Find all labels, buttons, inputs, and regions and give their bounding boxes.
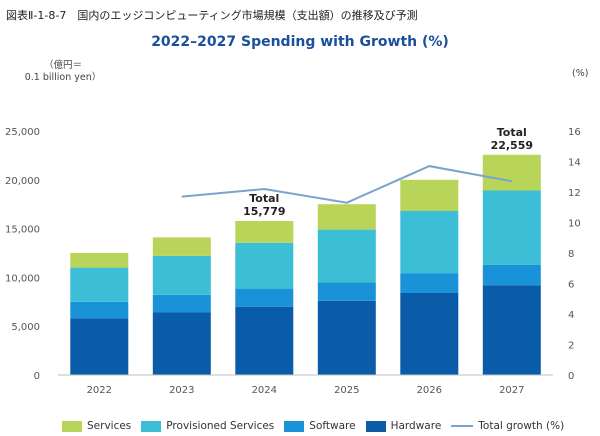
annotation-total-value-2024: 15,779 xyxy=(243,205,285,218)
legend-label-total-growth: Total growth (%) xyxy=(478,420,565,432)
legend-label-hardware: Hardware xyxy=(390,420,442,432)
legend-swatch-services xyxy=(62,420,82,432)
chart-title: 2022–2027 Spending with Growth (%) xyxy=(151,34,449,50)
y-tick-label: 10,000 xyxy=(5,273,40,284)
figure-caption: 図表Ⅱ-1-8-7 国内のエッジコンピューティング市場規模（支出額）の推移及び予… xyxy=(6,9,418,22)
y2-tick-label: 16 xyxy=(568,127,581,138)
y-axis-unit-line-2: 0.1 billion yen） xyxy=(24,72,102,83)
bar-services-2027 xyxy=(482,154,541,191)
legend-swatch-provisioned-services xyxy=(141,420,162,432)
bar-hardware-2023 xyxy=(152,312,211,375)
bar-hardware-2024 xyxy=(235,306,294,375)
bar-hardware-2022 xyxy=(70,318,129,375)
annotation-total-value-2027: 22,559 xyxy=(491,139,533,152)
legend-label-provisioned-services: Provisioned Services xyxy=(166,420,275,432)
legend-item-provisioned-services: Provisioned Services xyxy=(141,420,274,432)
bar-services-2024 xyxy=(235,221,294,243)
bar-provisioned-services-2022 xyxy=(70,267,129,302)
y2-tick-label: 6 xyxy=(568,280,574,291)
y-axis-unit-label: （億円＝ 0.1 billion yen） xyxy=(14,60,112,84)
bar-hardware-2026 xyxy=(400,293,459,375)
bar-services-2025 xyxy=(317,204,376,230)
bar-services-2026 xyxy=(400,179,459,211)
bar-provisioned-services-2023 xyxy=(152,255,211,295)
legend-label-services: Services xyxy=(87,420,132,432)
bar-hardware-2027 xyxy=(482,285,541,375)
legend-swatch-total-growth xyxy=(451,425,474,427)
bar-software-2024 xyxy=(235,288,294,307)
x-tick-label-2025: 2025 xyxy=(334,385,359,396)
y2-tick-label: 12 xyxy=(568,188,581,199)
y-tick-label: 25,000 xyxy=(5,127,40,138)
legend-item-software: Software xyxy=(284,420,356,432)
bar-services-2022 xyxy=(70,253,129,268)
y-tick-label: 0 xyxy=(34,371,40,382)
bar-group xyxy=(70,154,541,375)
y-axis-unit-line-1: （億円＝ xyxy=(43,60,82,71)
y2-tick-label: 2 xyxy=(568,341,574,352)
legend-swatch-hardware xyxy=(365,420,386,432)
legend-swatch-software xyxy=(284,420,305,432)
y-tick-label: 15,000 xyxy=(5,225,40,236)
bar-software-2025 xyxy=(317,282,376,301)
growth-line xyxy=(181,165,512,204)
x-tick-label-2024: 2024 xyxy=(252,385,277,396)
y2-tick-label: 10 xyxy=(568,219,581,230)
legend: Services Provisioned Services Software H… xyxy=(62,418,564,434)
legend-label-software: Software xyxy=(309,420,356,432)
axes-group: 0 5,000 10,000 15,000 20,000 25,000 0 2 4 6 8 10 12 1… xyxy=(5,127,581,396)
y2-tick-label: 4 xyxy=(568,310,574,321)
y-tick-label: 5,000 xyxy=(11,322,40,333)
bar-provisioned-services-2026 xyxy=(400,211,459,274)
y2-tick-label: 14 xyxy=(568,158,581,169)
bar-hardware-2025 xyxy=(317,300,376,375)
y-tick-label: 20,000 xyxy=(5,176,40,187)
growth-line-group xyxy=(181,165,512,204)
x-tick-label-2023: 2023 xyxy=(169,385,194,396)
legend-item-services: Services xyxy=(62,420,131,432)
y2-tick-label: 8 xyxy=(568,249,574,260)
y2-tick-label: 0 xyxy=(568,371,574,382)
x-tick-label-2027: 2027 xyxy=(499,385,524,396)
bar-provisioned-services-2024 xyxy=(235,242,294,289)
bar-provisioned-services-2025 xyxy=(317,229,376,283)
x-tick-label-2026: 2026 xyxy=(417,385,442,396)
bar-provisioned-services-2027 xyxy=(482,190,541,265)
bar-software-2023 xyxy=(152,295,211,313)
annotation-total-label-2024: Total xyxy=(249,192,279,205)
annotation-total-label-2027: Total xyxy=(497,126,527,139)
x-tick-label-2022: 2022 xyxy=(87,385,112,396)
bar-software-2027 xyxy=(482,264,541,286)
legend-item-total-growth: Total growth (%) xyxy=(451,420,564,432)
legend-item-hardware: Hardware xyxy=(365,420,442,432)
bar-services-2023 xyxy=(152,237,211,256)
bar-software-2026 xyxy=(400,273,459,293)
bar-software-2022 xyxy=(70,301,129,319)
y2-axis-unit-label: (%) xyxy=(572,68,589,79)
